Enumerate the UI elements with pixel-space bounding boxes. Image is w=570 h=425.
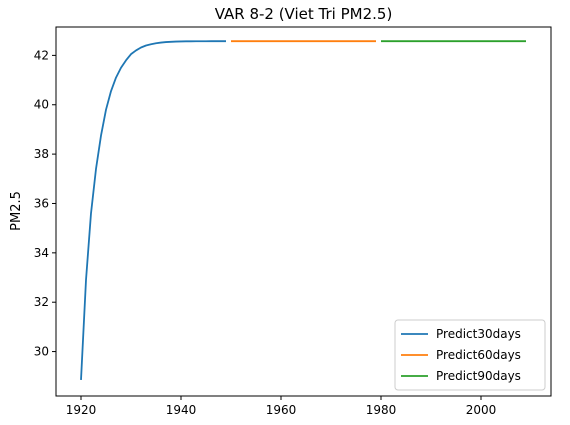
x-tick-label: 1940 <box>166 403 197 417</box>
legend-label: Predict30days <box>436 327 521 341</box>
plot-frame <box>55 26 552 397</box>
series-line-predict30days <box>80 40 226 381</box>
legend-label: Predict60days <box>436 348 521 362</box>
legend-box <box>394 319 546 391</box>
y-tick-label: 36 <box>34 196 49 210</box>
y-tick-label: 34 <box>34 246 49 260</box>
y-tick-label: 32 <box>34 295 49 309</box>
x-tick-label: 1980 <box>366 403 397 417</box>
y-tick-label: 40 <box>34 98 49 112</box>
x-tick-label: 1920 <box>66 403 97 417</box>
x-tick-label: 2000 <box>466 403 497 417</box>
y-tick-label: 42 <box>34 48 49 62</box>
chart-title: VAR 8-2 (Viet Tri PM2.5) <box>215 5 393 23</box>
y-tick-label: 38 <box>34 147 49 161</box>
legend-label: Predict90days <box>436 369 521 383</box>
y-tick-label: 30 <box>34 345 49 359</box>
y-axis-label: PM2.5 <box>9 191 24 231</box>
x-tick-label: 1960 <box>266 403 297 417</box>
